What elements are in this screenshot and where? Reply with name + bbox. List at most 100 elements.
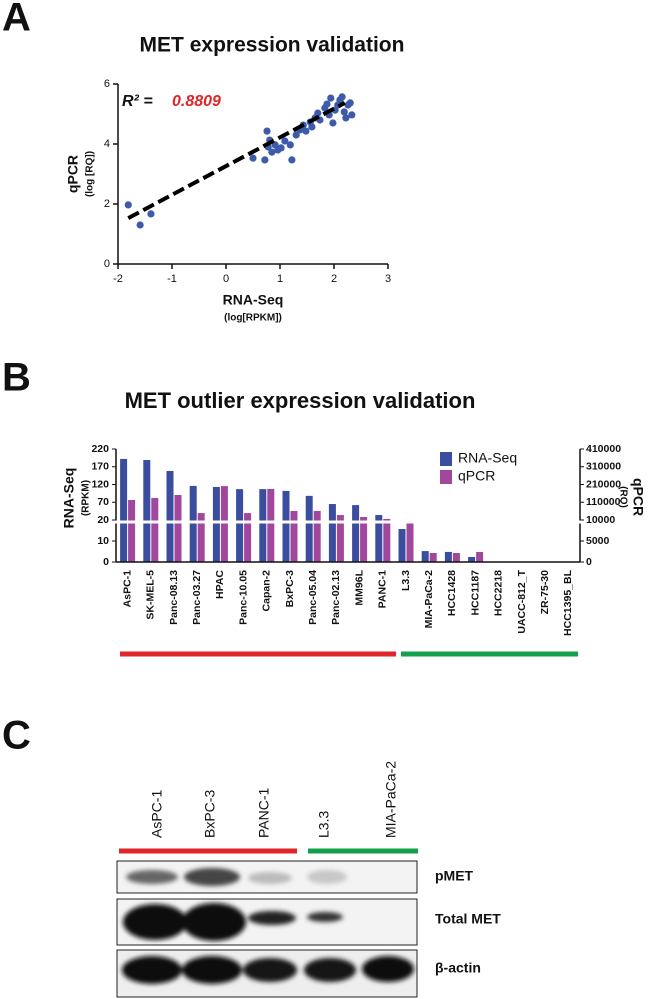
point bbox=[308, 123, 316, 131]
y2-tick-label: 110000 bbox=[586, 496, 621, 508]
point bbox=[288, 156, 296, 164]
point bbox=[329, 119, 337, 127]
x-tick-label: HCC1395_BL bbox=[562, 569, 574, 636]
bar bbox=[267, 488, 275, 562]
bar bbox=[328, 504, 336, 562]
y-tick-label: 20 bbox=[97, 514, 109, 526]
point bbox=[286, 141, 294, 149]
r-squared: 0.8809 bbox=[172, 93, 221, 110]
x-tick-label: 0 bbox=[223, 273, 229, 285]
panel-label: C bbox=[2, 714, 31, 758]
bar bbox=[220, 486, 228, 562]
bar bbox=[212, 486, 220, 562]
y2-tick-label: 410000 bbox=[586, 443, 621, 455]
y-tick-label: 220 bbox=[91, 443, 109, 455]
point bbox=[302, 127, 310, 135]
band bbox=[126, 870, 178, 884]
band bbox=[362, 956, 414, 982]
lane-label: BxPC-3 bbox=[202, 790, 218, 838]
point bbox=[348, 111, 356, 119]
lane-label: AsPC-1 bbox=[149, 790, 165, 838]
x-tick-label: MIA-PaCa-2 bbox=[423, 570, 435, 629]
lane-label: MIA-PaCa-2 bbox=[383, 761, 399, 838]
band bbox=[307, 912, 343, 922]
legend-swatch bbox=[440, 452, 452, 466]
y2-tick-label: 210000 bbox=[586, 478, 621, 490]
y-axis-label: RNA-Seq bbox=[61, 468, 77, 529]
x-tick-label: Panc-02.13 bbox=[330, 570, 342, 625]
annotation: R² = bbox=[122, 93, 153, 110]
y-tick-label: 0 bbox=[104, 258, 110, 270]
bar bbox=[468, 556, 476, 562]
bar bbox=[421, 551, 429, 562]
point bbox=[268, 148, 276, 156]
bar bbox=[406, 522, 414, 562]
x-axis-label: RNA-Seq bbox=[223, 292, 284, 308]
point bbox=[263, 127, 271, 135]
blot bbox=[116, 860, 418, 998]
bar bbox=[429, 553, 437, 562]
lane-label: L3.3 bbox=[316, 811, 332, 838]
y-axis-sublabel: (RPKM) bbox=[81, 480, 92, 516]
band bbox=[248, 872, 292, 884]
band bbox=[123, 904, 187, 940]
point bbox=[342, 114, 350, 122]
point bbox=[340, 108, 348, 116]
x-tick-label: AsPC-1 bbox=[121, 570, 133, 608]
panel-label: B bbox=[2, 356, 31, 400]
y2-tick-label: 5000 bbox=[586, 535, 610, 547]
bar bbox=[128, 499, 136, 562]
bar bbox=[166, 471, 174, 562]
x-tick-label: -1 bbox=[167, 273, 177, 285]
row-label: β-actin bbox=[435, 960, 481, 976]
trend-line bbox=[127, 101, 346, 220]
bar bbox=[259, 489, 267, 562]
point bbox=[147, 210, 155, 218]
panel-label: A bbox=[2, 0, 31, 40]
lane-label: PANC-1 bbox=[256, 787, 272, 838]
band bbox=[248, 911, 296, 925]
y-tick-label: 120 bbox=[91, 478, 109, 490]
y-axis-sublabel: (log [RQ]) bbox=[85, 151, 96, 197]
point bbox=[314, 109, 322, 117]
y-tick-label: 10 bbox=[97, 535, 109, 547]
bar bbox=[197, 513, 205, 562]
bar bbox=[236, 489, 244, 562]
y-tick-label: 2 bbox=[104, 198, 110, 210]
x-tick-label: MM96L bbox=[353, 569, 365, 605]
x-tick-label: SK-MEL-5 bbox=[145, 570, 157, 620]
bar bbox=[375, 515, 383, 562]
y2-axis-label: qPCR bbox=[630, 478, 646, 516]
x-tick-label: HCC1187 bbox=[469, 570, 481, 616]
point bbox=[124, 201, 132, 209]
point bbox=[136, 221, 144, 229]
y-tick-label: 4 bbox=[104, 138, 110, 150]
bar bbox=[151, 497, 159, 562]
bar bbox=[174, 494, 182, 562]
bar bbox=[120, 458, 128, 562]
x-tick-label: Panc-10.05 bbox=[237, 570, 249, 625]
point bbox=[249, 154, 257, 162]
band bbox=[243, 958, 297, 982]
x-tick-label: 3 bbox=[385, 273, 391, 285]
bar bbox=[282, 490, 290, 562]
point bbox=[338, 93, 346, 101]
x-axis-sublabel: (log[RPKM]) bbox=[224, 313, 282, 324]
bar bbox=[352, 505, 360, 562]
row-label: Total MET bbox=[435, 911, 501, 927]
point bbox=[327, 94, 335, 102]
legend-label: qPCR bbox=[458, 468, 495, 484]
y-tick-label: 0 bbox=[103, 556, 109, 568]
bar bbox=[360, 516, 368, 562]
y-axis-label: qPCR bbox=[65, 155, 81, 193]
point bbox=[261, 156, 269, 164]
x-tick-label: L3.3 bbox=[400, 570, 412, 591]
row-label: pMET bbox=[435, 868, 474, 884]
band bbox=[184, 868, 240, 886]
x-tick-label: -2 bbox=[113, 273, 123, 285]
chart-title: MET outlier expression validation bbox=[125, 388, 476, 413]
bar bbox=[143, 460, 151, 562]
x-tick-label: UACC-812_T bbox=[516, 569, 528, 633]
x-tick-label: Panc-05.04 bbox=[307, 570, 319, 625]
